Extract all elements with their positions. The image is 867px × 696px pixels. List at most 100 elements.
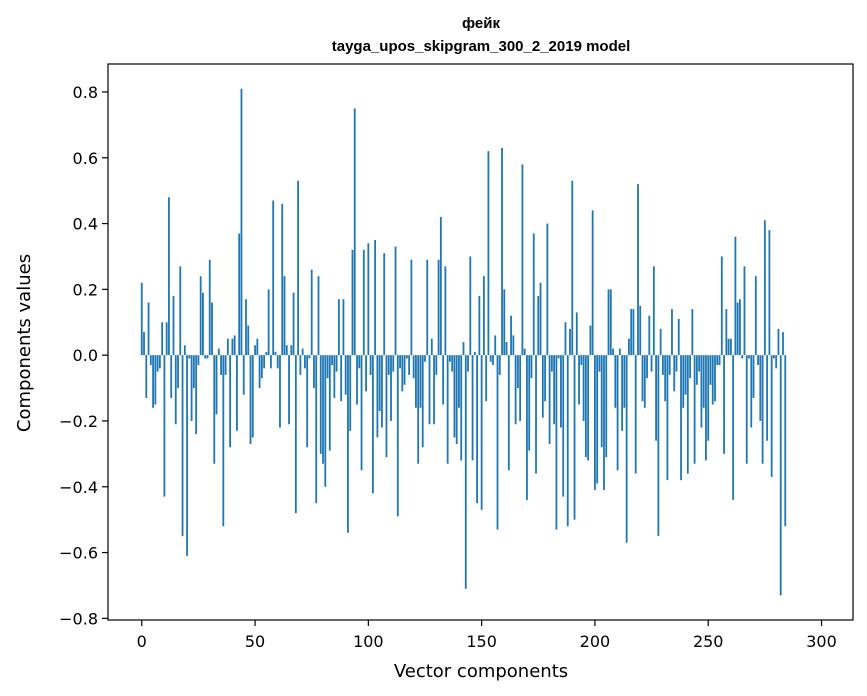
bar-170 [526, 355, 528, 500]
bar-160 [503, 289, 506, 356]
bar-155 [492, 355, 494, 366]
bar-107 [383, 253, 386, 356]
bar-274 [761, 355, 764, 464]
bar-128 [430, 338, 433, 356]
bar-253 [714, 355, 716, 402]
bar-212 [621, 355, 624, 431]
bar-224 [648, 315, 651, 356]
plot-area [107, 63, 854, 621]
bar-208 [612, 348, 614, 356]
bar-242 [689, 355, 691, 379]
bar-241 [686, 355, 689, 474]
bar-15 [174, 355, 177, 425]
bar-51 [256, 338, 259, 356]
bar-206 [607, 289, 610, 356]
bar-250 [707, 355, 710, 441]
bar-69 [297, 180, 300, 356]
bar-215 [628, 338, 630, 356]
bar-281 [777, 328, 780, 356]
bar-33 [215, 355, 218, 415]
bar-236 [675, 355, 678, 372]
bar-48 [249, 355, 252, 444]
bar-202 [598, 355, 601, 372]
bar-84 [331, 355, 333, 366]
bar-181 [550, 355, 553, 372]
bar-178 [544, 355, 546, 402]
bar-205 [605, 355, 608, 458]
y-tick-label-3: −0.2 [59, 412, 98, 431]
bar-204 [603, 355, 605, 491]
bar-233 [668, 355, 671, 375]
bar-219 [637, 184, 639, 356]
bar-260 [729, 338, 732, 356]
bar-172 [530, 355, 533, 379]
y-axis: −0.8 −0.6 −0.4 −0.2 0.0 0.2 0.4 0.6 0.8 [59, 83, 108, 628]
bar-227 [655, 355, 657, 441]
bar-114 [399, 355, 401, 369]
plot-frame [107, 63, 854, 621]
bar-271 [754, 276, 757, 356]
x-tick-label-50: 50 [245, 632, 265, 651]
bar-254 [716, 355, 719, 366]
bar-222 [643, 355, 646, 408]
bar-93 [351, 249, 354, 356]
bar-139 [455, 355, 458, 444]
bar-18 [181, 355, 184, 537]
bar-150 [480, 355, 483, 510]
bar-265 [741, 355, 744, 359]
bar-210 [616, 355, 619, 471]
bar-240 [684, 355, 687, 395]
y-axis-label: Components values [14, 254, 35, 432]
bar-243 [691, 309, 694, 356]
bar-78 [317, 276, 320, 356]
bar-0 [140, 282, 143, 356]
bar-100 [367, 243, 370, 356]
bar-140 [458, 355, 460, 408]
bar-169 [523, 348, 526, 356]
bar-282 [779, 355, 782, 596]
bar-232 [666, 355, 669, 481]
bar-99 [365, 355, 367, 392]
bar-56 [267, 289, 270, 356]
bar-273 [759, 355, 762, 421]
bar-53 [260, 355, 263, 379]
y-tick-label-8: 0.8 [73, 83, 98, 102]
bar-73 [306, 355, 309, 448]
bar-125 [424, 355, 426, 362]
bar-225 [650, 355, 653, 372]
bar-90 [344, 355, 347, 395]
bar-161 [505, 342, 508, 356]
bar-79 [319, 355, 322, 454]
bar-35 [220, 355, 222, 375]
bar-117 [405, 355, 408, 359]
bar-46 [245, 299, 247, 356]
bar-197 [587, 355, 590, 461]
x-axis: 0 50 100 150 200 250 300 [137, 620, 837, 651]
bar-27 [202, 292, 204, 356]
bar-177 [541, 355, 544, 418]
bar-201 [596, 355, 599, 484]
bar-196 [584, 355, 587, 458]
bar-70 [299, 355, 302, 375]
bar-58 [272, 200, 275, 356]
bar-279 [773, 355, 775, 359]
bar-166 [516, 355, 519, 389]
bar-277 [768, 230, 771, 356]
bar-88 [340, 355, 343, 402]
bar-57 [270, 355, 272, 369]
bar-64 [285, 345, 288, 356]
bar-103 [374, 240, 377, 356]
bar-67 [292, 292, 295, 356]
bar-269 [750, 355, 753, 428]
bar-55 [265, 351, 268, 356]
bar-23 [192, 355, 195, 389]
bar-39 [229, 355, 232, 448]
bar-21 [188, 355, 191, 359]
y-tick-label-2: −0.4 [59, 478, 98, 497]
bar-186 [562, 355, 565, 497]
bar-164 [512, 335, 515, 356]
x-tick-label-150: 150 [466, 632, 497, 651]
bar-145 [469, 256, 472, 356]
bar-200 [594, 355, 596, 491]
bar-213 [623, 355, 626, 408]
